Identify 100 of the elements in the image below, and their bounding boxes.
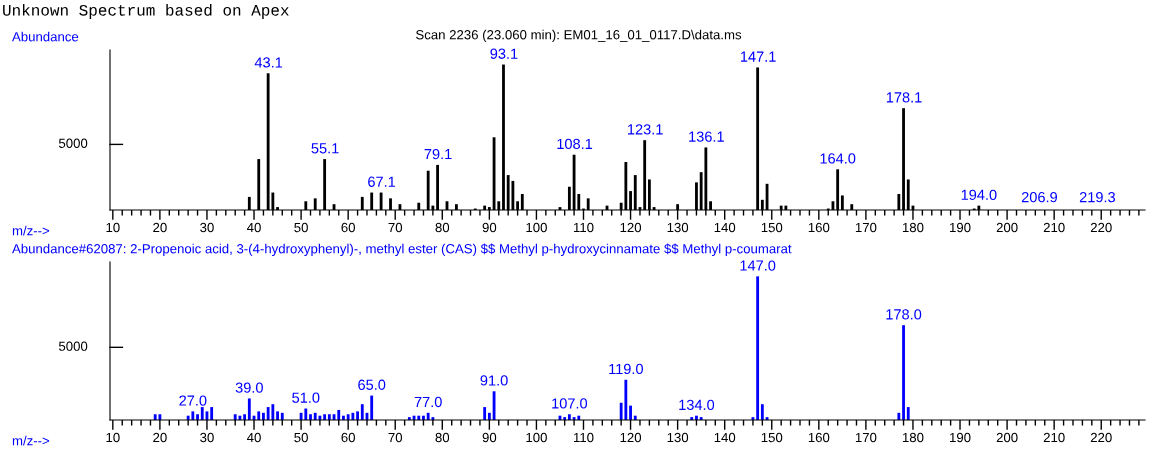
x-tick-label: 80 bbox=[435, 432, 450, 443]
x-tick-label: 40 bbox=[246, 432, 261, 443]
bar bbox=[200, 407, 204, 420]
x-tick-label: 190 bbox=[950, 432, 971, 443]
x-tick-label: 220 bbox=[1090, 432, 1112, 443]
x-tick-label: 40 bbox=[246, 222, 261, 233]
bar bbox=[153, 414, 157, 420]
bar bbox=[271, 404, 275, 420]
bar bbox=[629, 405, 632, 420]
annotation: 77.0 bbox=[414, 396, 442, 408]
annotation: 123.1 bbox=[628, 124, 663, 135]
annotation: 43.1 bbox=[254, 57, 283, 68]
x-tick-label: 220 bbox=[1090, 222, 1112, 233]
annotation: 136.1 bbox=[689, 131, 724, 142]
x-tick-label: 60 bbox=[341, 432, 355, 443]
bar bbox=[262, 412, 265, 420]
x-tick-label: 20 bbox=[153, 222, 167, 233]
chart-subtitle: Scan 2236 (23.060 min): EM01_16_01_0117.D\data.ms bbox=[416, 29, 742, 42]
bar bbox=[191, 411, 195, 420]
bar bbox=[902, 325, 905, 420]
bar bbox=[760, 404, 764, 420]
x-tick-label: 210 bbox=[1043, 222, 1065, 233]
x-tick-label: 140 bbox=[714, 432, 736, 443]
annotation: 93.1 bbox=[490, 48, 518, 59]
bar bbox=[370, 395, 374, 420]
x-axis-title: m/z--> bbox=[12, 225, 50, 236]
annotation: 147.1 bbox=[740, 51, 776, 62]
bar bbox=[247, 398, 251, 420]
bar bbox=[346, 414, 350, 420]
bar bbox=[196, 414, 199, 420]
annotation: 194.0 bbox=[961, 189, 997, 200]
annotation: 219.3 bbox=[1079, 191, 1115, 203]
bar bbox=[304, 408, 308, 420]
annotation: 119.0 bbox=[609, 363, 643, 375]
x-tick-label: 210 bbox=[1043, 432, 1065, 443]
bar bbox=[483, 407, 487, 420]
chart-title: #62087: 2-Propenoic acid, 3-(4-hydroxyphenyl)-, methyl ester (CAS) $$ Methyl p-hydroxycinnamate $$ Methyl p-coumarat bbox=[78, 243, 792, 256]
x-tick-label: 30 bbox=[200, 222, 214, 233]
bar bbox=[756, 276, 760, 420]
annotation: 108.1 bbox=[557, 138, 593, 150]
annotation: 79.1 bbox=[424, 148, 452, 160]
x-tick-label: 110 bbox=[573, 222, 594, 233]
text: 5000 bbox=[58, 138, 88, 148]
x-tick-label: 30 bbox=[200, 432, 214, 443]
x-tick-label: 110 bbox=[573, 432, 594, 443]
annotation: 178.0 bbox=[886, 309, 922, 320]
x-tick-label: 170 bbox=[855, 432, 877, 443]
bar bbox=[906, 407, 910, 420]
bar bbox=[351, 412, 355, 420]
bar bbox=[323, 414, 327, 420]
x-tick-label: 190 bbox=[950, 222, 971, 233]
annotation: 206.9 bbox=[1021, 191, 1057, 203]
annotation: 55.1 bbox=[311, 143, 339, 154]
annotation: 39.0 bbox=[235, 382, 263, 393]
x-tick-label: 70 bbox=[388, 222, 403, 233]
x-tick-label: 20 bbox=[153, 432, 167, 443]
bar bbox=[299, 412, 303, 420]
bar bbox=[233, 414, 237, 420]
annotation: 27.0 bbox=[179, 395, 207, 406]
x-tick-label: 10 bbox=[106, 432, 120, 443]
bar bbox=[360, 404, 364, 420]
bar bbox=[313, 412, 317, 420]
x-tick-label: 60 bbox=[341, 222, 355, 233]
x-tick-label: 200 bbox=[996, 222, 1018, 233]
chart-title: Unknown Spectrum based on Apex bbox=[3, 4, 289, 19]
bar bbox=[266, 407, 270, 420]
bar bbox=[337, 409, 341, 420]
bar bbox=[624, 379, 628, 420]
bar bbox=[426, 412, 430, 420]
text: 5000 bbox=[58, 341, 88, 351]
x-tick-label: 140 bbox=[714, 222, 736, 233]
x-tick-label: 120 bbox=[620, 222, 642, 233]
bar bbox=[158, 414, 162, 420]
x-tick-label: 150 bbox=[761, 222, 783, 233]
x-tick-label: 200 bbox=[996, 432, 1018, 443]
bar bbox=[210, 407, 214, 420]
x-tick-label: 50 bbox=[294, 222, 308, 233]
bar bbox=[356, 411, 359, 420]
x-tick-label: 50 bbox=[294, 432, 308, 443]
x-tick-label: 130 bbox=[667, 432, 689, 443]
bar bbox=[276, 411, 279, 420]
annotation: 51.0 bbox=[292, 392, 320, 403]
x-tick-label: 160 bbox=[808, 222, 830, 233]
annotation: 164.0 bbox=[820, 153, 856, 164]
annotation: 65.0 bbox=[358, 379, 386, 390]
x-tick-label: 150 bbox=[761, 432, 783, 443]
x-tick-label: 120 bbox=[620, 432, 642, 443]
bar bbox=[243, 414, 247, 420]
x-tick-label: 130 bbox=[667, 222, 689, 233]
bar bbox=[280, 412, 284, 420]
annotation: 107.0 bbox=[552, 398, 588, 409]
bar bbox=[567, 414, 571, 420]
annotation: 134.0 bbox=[679, 399, 715, 411]
x-tick-label: 180 bbox=[902, 432, 924, 443]
bar bbox=[487, 412, 491, 420]
x-tick-label: 160 bbox=[808, 432, 830, 443]
y-axis-title: Abundance bbox=[12, 243, 79, 254]
bar bbox=[257, 411, 261, 420]
bar bbox=[309, 414, 312, 420]
y-axis-title: Abundance bbox=[12, 31, 79, 42]
